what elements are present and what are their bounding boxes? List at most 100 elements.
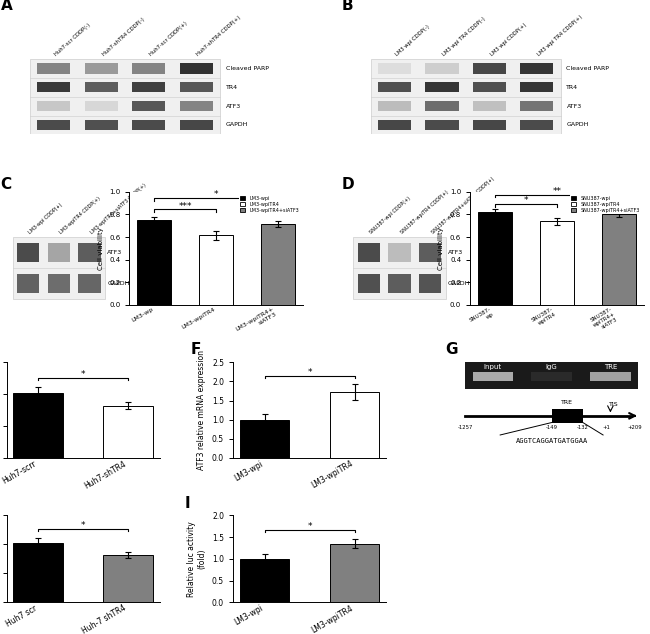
Bar bbox=[473, 82, 506, 93]
Bar bbox=[353, 237, 446, 299]
Text: *: * bbox=[307, 522, 312, 531]
Bar bbox=[14, 393, 63, 458]
Bar bbox=[179, 82, 213, 93]
Text: IgG: IgG bbox=[546, 364, 558, 370]
Text: Cleaved PARP: Cleaved PARP bbox=[566, 66, 609, 71]
Text: ATF3: ATF3 bbox=[566, 103, 582, 108]
Bar bbox=[520, 101, 553, 112]
Text: -1257: -1257 bbox=[458, 425, 473, 430]
Bar bbox=[602, 214, 636, 305]
Bar bbox=[378, 82, 411, 93]
Bar bbox=[132, 120, 165, 130]
Text: *: * bbox=[307, 368, 312, 377]
Bar bbox=[30, 59, 220, 134]
Text: LM3-wpiTR4+siATF3 CDDP(+): LM3-wpiTR4+siATF3 CDDP(+) bbox=[90, 183, 147, 235]
Bar bbox=[17, 275, 39, 293]
Bar bbox=[532, 372, 572, 382]
Bar bbox=[378, 63, 411, 74]
Text: -149: -149 bbox=[545, 425, 558, 430]
Bar bbox=[520, 82, 553, 93]
Text: A: A bbox=[1, 0, 12, 13]
Text: LM3 wpi CDDP(+): LM3 wpi CDDP(+) bbox=[489, 22, 527, 56]
Text: LM3-wpi CDDP(+): LM3-wpi CDDP(+) bbox=[28, 202, 64, 235]
Text: *: * bbox=[81, 370, 85, 379]
Bar bbox=[358, 243, 380, 262]
Text: *: * bbox=[81, 521, 85, 530]
Bar bbox=[14, 543, 63, 602]
Text: LM3-wpiTR4 CDDP(+): LM3-wpiTR4 CDDP(+) bbox=[58, 196, 101, 235]
Bar bbox=[17, 243, 39, 262]
Text: G: G bbox=[445, 342, 458, 358]
Bar bbox=[330, 543, 380, 602]
Y-axis label: Relative luc activity
(fold): Relative luc activity (fold) bbox=[187, 521, 207, 597]
Text: Input: Input bbox=[484, 364, 502, 370]
Bar bbox=[132, 63, 165, 74]
Legend: LM3-wpi, LM3-wpiTR4, LM3-wpiTR4+siATF3: LM3-wpi, LM3-wpiTR4, LM3-wpiTR4+siATF3 bbox=[239, 194, 300, 214]
Bar bbox=[371, 59, 560, 134]
Bar bbox=[103, 406, 153, 458]
Bar bbox=[473, 120, 506, 130]
Bar bbox=[84, 101, 118, 112]
Text: Huh7-scr CDDP(-): Huh7-scr CDDP(-) bbox=[54, 22, 92, 56]
Bar bbox=[540, 221, 574, 305]
Bar bbox=[426, 82, 459, 93]
Bar bbox=[37, 82, 70, 93]
Text: LM3 wpi TR4 CDDP(+): LM3 wpi TR4 CDDP(+) bbox=[537, 14, 584, 56]
Bar bbox=[358, 275, 380, 293]
Bar bbox=[330, 392, 380, 458]
Bar bbox=[84, 63, 118, 74]
Text: ATF3: ATF3 bbox=[107, 250, 123, 255]
Text: C: C bbox=[1, 177, 12, 192]
Text: ATF3: ATF3 bbox=[226, 103, 241, 108]
Bar bbox=[199, 235, 233, 305]
Bar bbox=[47, 243, 70, 262]
Bar bbox=[473, 63, 506, 74]
Text: F: F bbox=[190, 342, 201, 358]
Bar bbox=[47, 275, 70, 293]
Bar bbox=[179, 120, 213, 130]
Text: +209: +209 bbox=[627, 425, 642, 430]
Bar bbox=[79, 243, 101, 262]
Bar bbox=[419, 275, 441, 293]
Text: ATF3: ATF3 bbox=[448, 250, 463, 255]
Text: GAPDH: GAPDH bbox=[566, 122, 589, 127]
Text: *: * bbox=[524, 196, 528, 205]
Bar bbox=[378, 120, 411, 130]
Text: GAPDH: GAPDH bbox=[448, 281, 471, 286]
Bar bbox=[179, 63, 213, 74]
Bar bbox=[520, 63, 553, 74]
Bar bbox=[426, 120, 459, 130]
Bar bbox=[240, 420, 289, 458]
Text: Huh7-scr CDDP(+): Huh7-scr CDDP(+) bbox=[149, 20, 188, 56]
Text: SNU387-wpi CDDP(+): SNU387-wpi CDDP(+) bbox=[369, 195, 411, 235]
Text: Huh7-shTR4 CDDP(+): Huh7-shTR4 CDDP(+) bbox=[196, 15, 242, 56]
Text: SNU387-wpiTR4 CDDP(+): SNU387-wpiTR4 CDDP(+) bbox=[399, 189, 449, 235]
Text: GAPDH: GAPDH bbox=[107, 281, 130, 286]
Bar bbox=[473, 372, 513, 382]
Bar bbox=[478, 212, 512, 305]
Text: B: B bbox=[341, 0, 353, 13]
Bar bbox=[378, 101, 411, 112]
Bar bbox=[473, 101, 506, 112]
Text: -132: -132 bbox=[577, 425, 589, 430]
Bar bbox=[12, 237, 105, 299]
Bar bbox=[240, 559, 289, 602]
Text: **: ** bbox=[552, 187, 562, 196]
Bar bbox=[465, 362, 638, 389]
Text: ***: *** bbox=[179, 202, 192, 210]
Bar bbox=[37, 101, 70, 112]
Text: I: I bbox=[184, 496, 190, 511]
Bar bbox=[103, 555, 153, 602]
Text: TRE: TRE bbox=[604, 364, 617, 370]
Text: TIS: TIS bbox=[609, 403, 619, 407]
Y-axis label: ATF3 relative mRNA expression: ATF3 relative mRNA expression bbox=[198, 350, 207, 470]
Y-axis label: Cell viability: Cell viability bbox=[98, 227, 103, 270]
Text: *: * bbox=[214, 190, 218, 200]
Bar bbox=[426, 63, 459, 74]
Bar bbox=[84, 82, 118, 93]
Text: LM3 wpi TR4 CDDP(-): LM3 wpi TR4 CDDP(-) bbox=[442, 15, 487, 56]
Bar bbox=[552, 409, 583, 422]
Text: +1: +1 bbox=[603, 425, 611, 430]
Bar bbox=[79, 275, 101, 293]
Bar bbox=[132, 101, 165, 112]
